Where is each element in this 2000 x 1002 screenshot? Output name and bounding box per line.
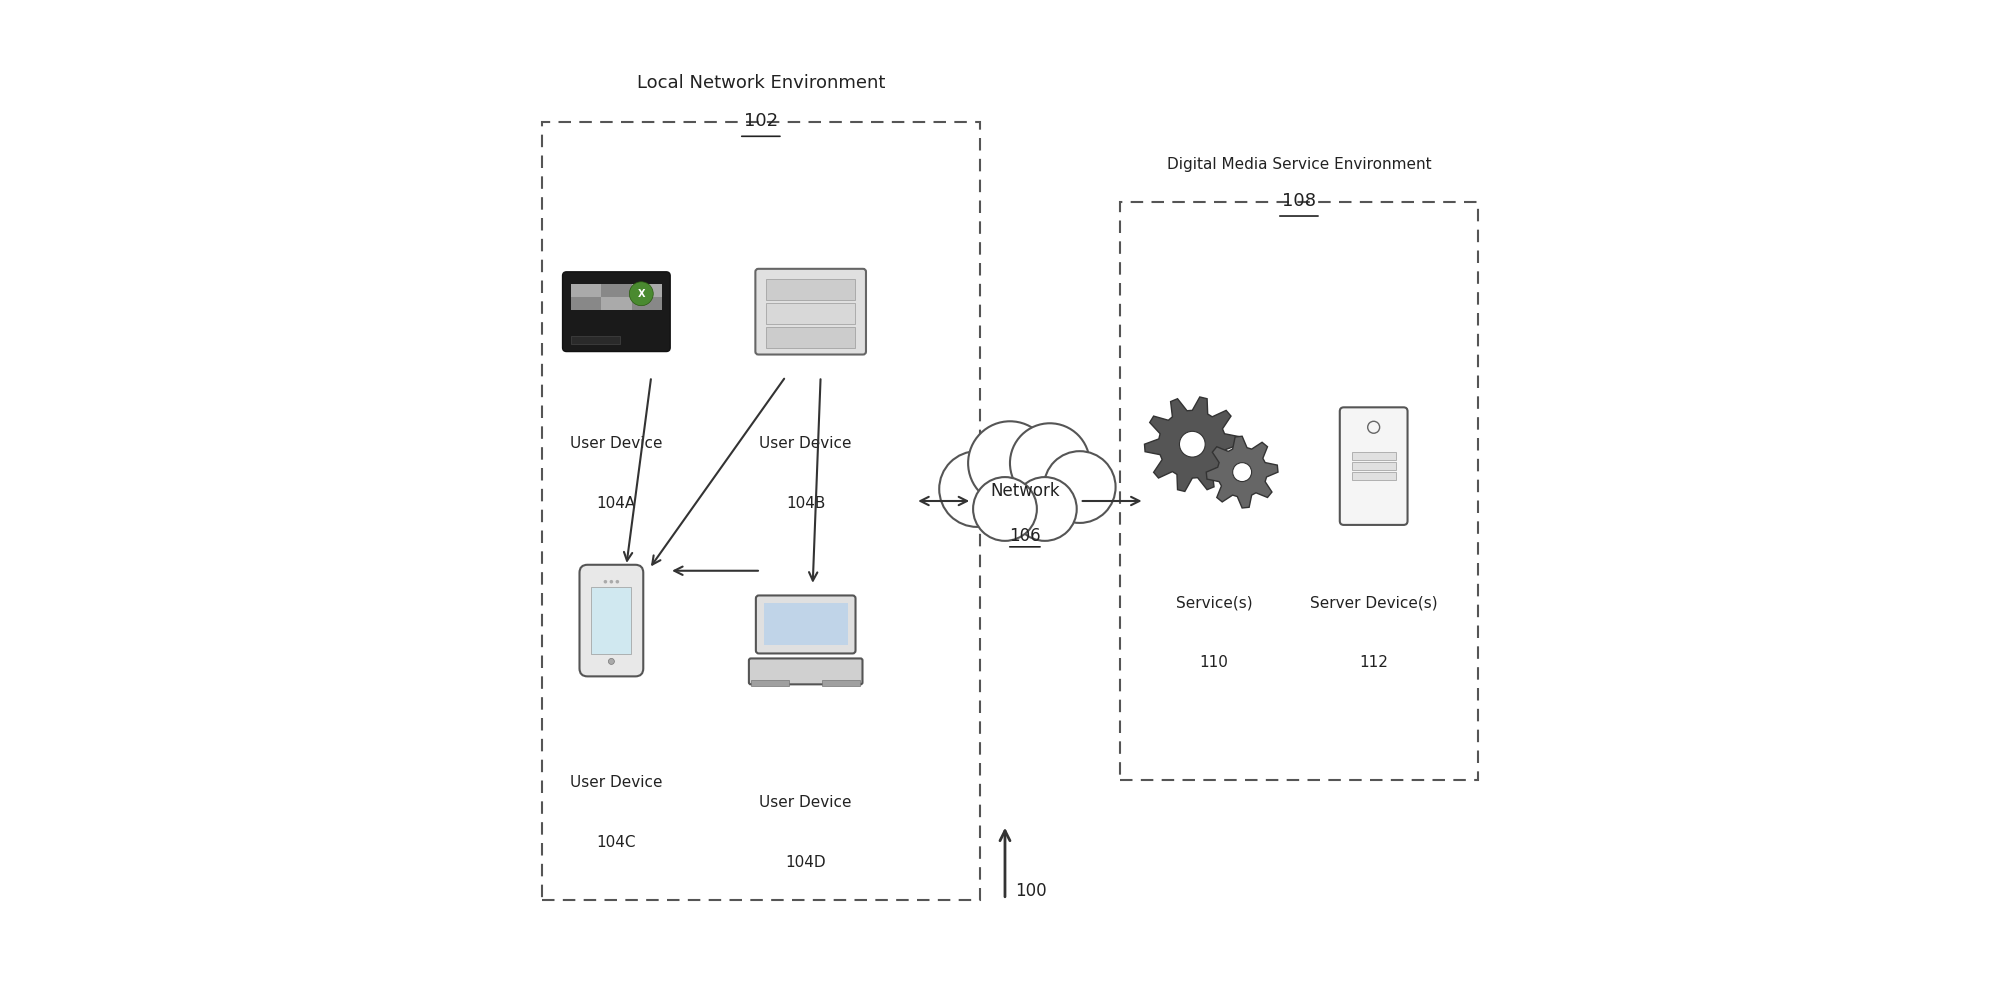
FancyBboxPatch shape bbox=[1352, 472, 1396, 480]
FancyBboxPatch shape bbox=[748, 658, 862, 684]
FancyBboxPatch shape bbox=[580, 565, 644, 676]
FancyBboxPatch shape bbox=[602, 284, 632, 297]
Text: 106: 106 bbox=[1010, 527, 1040, 545]
FancyBboxPatch shape bbox=[562, 272, 670, 352]
Text: 108: 108 bbox=[1282, 192, 1316, 210]
FancyBboxPatch shape bbox=[766, 303, 856, 324]
Circle shape bbox=[1012, 477, 1076, 541]
Text: Service(s): Service(s) bbox=[1176, 595, 1252, 610]
Text: X: X bbox=[638, 289, 646, 299]
FancyBboxPatch shape bbox=[570, 336, 620, 344]
FancyBboxPatch shape bbox=[750, 680, 790, 686]
FancyBboxPatch shape bbox=[570, 297, 602, 310]
Text: 100: 100 bbox=[1014, 882, 1046, 900]
Text: 104B: 104B bbox=[786, 496, 826, 511]
Circle shape bbox=[974, 477, 1036, 541]
FancyBboxPatch shape bbox=[602, 297, 632, 310]
Text: User Device: User Device bbox=[760, 436, 852, 451]
FancyBboxPatch shape bbox=[570, 284, 662, 310]
Text: 104C: 104C bbox=[596, 835, 636, 850]
Circle shape bbox=[940, 451, 1014, 527]
Text: Local Network Environment: Local Network Environment bbox=[636, 74, 886, 92]
FancyBboxPatch shape bbox=[822, 680, 860, 686]
FancyBboxPatch shape bbox=[766, 327, 856, 348]
FancyBboxPatch shape bbox=[632, 297, 662, 310]
Text: 112: 112 bbox=[1360, 655, 1388, 670]
Text: User Device: User Device bbox=[760, 795, 852, 810]
Circle shape bbox=[1232, 463, 1252, 482]
Circle shape bbox=[1010, 423, 1090, 503]
Circle shape bbox=[616, 580, 620, 583]
Polygon shape bbox=[1144, 397, 1240, 491]
Text: User Device: User Device bbox=[570, 436, 662, 451]
FancyBboxPatch shape bbox=[1352, 462, 1396, 470]
Circle shape bbox=[1044, 451, 1116, 523]
Text: 104A: 104A bbox=[596, 496, 636, 511]
Circle shape bbox=[1180, 431, 1206, 457]
Text: User Device: User Device bbox=[570, 775, 662, 790]
Circle shape bbox=[608, 658, 614, 664]
Text: Server Device(s): Server Device(s) bbox=[1310, 595, 1438, 610]
FancyBboxPatch shape bbox=[756, 269, 866, 355]
Circle shape bbox=[630, 282, 654, 306]
FancyBboxPatch shape bbox=[592, 587, 632, 654]
Circle shape bbox=[604, 580, 608, 583]
FancyBboxPatch shape bbox=[1340, 408, 1408, 525]
FancyBboxPatch shape bbox=[570, 284, 602, 297]
FancyBboxPatch shape bbox=[766, 279, 856, 300]
FancyBboxPatch shape bbox=[632, 284, 662, 297]
Text: Network: Network bbox=[990, 482, 1060, 500]
Text: 110: 110 bbox=[1200, 655, 1228, 670]
FancyBboxPatch shape bbox=[756, 595, 856, 653]
Polygon shape bbox=[1206, 436, 1278, 508]
FancyBboxPatch shape bbox=[1352, 452, 1396, 460]
Circle shape bbox=[968, 421, 1052, 505]
Circle shape bbox=[610, 580, 614, 583]
FancyBboxPatch shape bbox=[764, 603, 848, 645]
Text: Digital Media Service Environment: Digital Media Service Environment bbox=[1166, 157, 1432, 172]
Text: 104D: 104D bbox=[786, 855, 826, 870]
Text: 102: 102 bbox=[744, 112, 778, 130]
